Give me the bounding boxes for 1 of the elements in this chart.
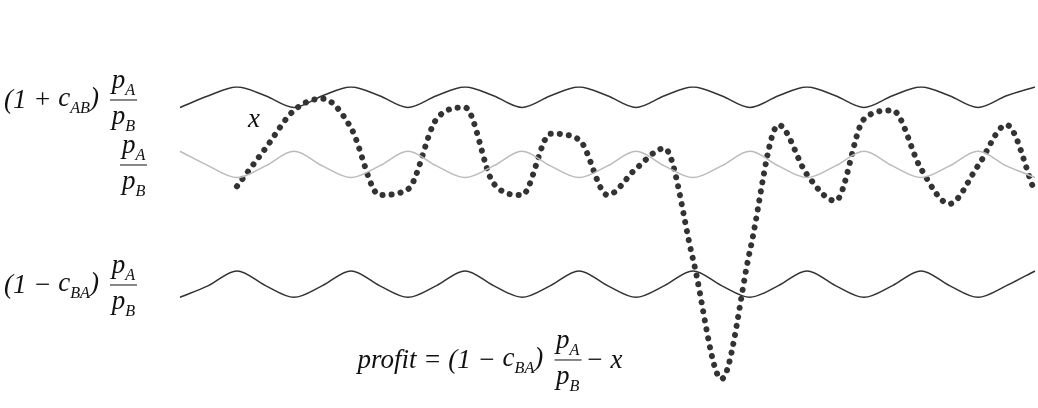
series-label: x [248, 102, 260, 134]
